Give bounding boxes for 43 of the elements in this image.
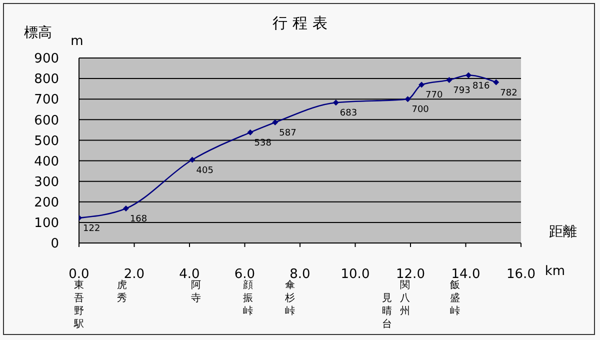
data-label: 122 [83,224,100,234]
point [446,76,452,83]
x-axis-title: 距離 [549,224,577,240]
data-label: 770 [426,90,443,101]
point [189,156,196,163]
point [466,72,472,78]
data-label: 700 [412,105,430,116]
text: m [70,34,84,49]
y-tick-label: 0 [50,236,59,252]
y-tick-label: 100 [34,216,59,232]
x-tick-label: 16.0 [506,267,536,282]
point [493,79,500,86]
point [404,96,411,102]
y-tick-label: 300 [34,174,59,190]
data-label: 683 [340,108,358,119]
data-label: 793 [453,86,470,96]
text: 関八州 [400,280,410,317]
data-label: 782 [500,88,518,98]
y-tick-label: 500 [34,134,59,149]
point [272,119,278,126]
y-tick-label: 700 [34,92,59,108]
text: 阿寺 [191,280,201,304]
y-tick-label: 200 [34,196,59,211]
point [332,100,339,106]
chart-title: 行 程 表 [272,14,328,32]
text: 虎秀 [117,279,127,304]
point [418,82,425,88]
y-tick-label: 900 [34,52,59,67]
point [122,205,129,212]
y-tick-label: 800 [34,72,59,88]
y-tick-label: 400 [34,154,59,170]
y-axis-title: 標高 [24,25,52,41]
text: 見晴台 [382,293,392,330]
data-label: 587 [279,128,296,138]
text: 傘杉峠 [284,279,295,317]
data-label: 405 [196,166,214,176]
x-tick-label: 10.0 [340,267,370,282]
text: km [544,264,566,279]
y-tick-label: 600 [34,113,59,128]
point [247,129,254,136]
text: 飯盛峠 [450,280,460,317]
data-label: 168 [130,214,148,224]
data-label: 816 [472,81,490,92]
